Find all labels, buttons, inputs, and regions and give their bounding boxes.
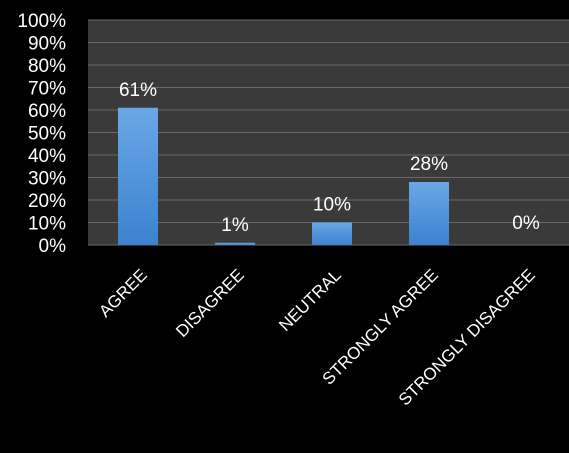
bar	[312, 222, 352, 245]
x-tick-label: DISAGREE	[172, 265, 248, 341]
data-label: 0%	[512, 213, 540, 234]
y-tick-label: 30%	[28, 169, 66, 190]
data-label: 10%	[313, 195, 351, 216]
y-tick-label: 40%	[28, 146, 66, 167]
x-tick-label: NEUTRAL	[275, 265, 345, 335]
y-tick-label: 60%	[28, 101, 66, 122]
y-tick-label: 0%	[39, 236, 67, 257]
y-tick-label: 70%	[28, 79, 66, 100]
data-labels: 61% 1% 10% 28% 0%	[119, 80, 540, 236]
y-tick-label: 90%	[28, 34, 66, 55]
bar	[215, 242, 255, 245]
y-axis-tick-labels: 0%10%20%30%40%50%60%70%80%90%100%	[17, 11, 66, 257]
y-tick-label: 10%	[28, 214, 66, 235]
y-tick-label: 100%	[17, 11, 66, 32]
x-tick-label: AGREE	[95, 265, 151, 321]
data-label: 28%	[410, 154, 448, 175]
bars	[118, 107, 449, 245]
y-tick-label: 50%	[28, 124, 66, 145]
bar	[409, 182, 449, 245]
y-tick-label: 80%	[28, 56, 66, 77]
y-tick-label: 20%	[28, 191, 66, 212]
data-label: 61%	[119, 80, 157, 101]
bar	[118, 107, 158, 245]
data-label: 1%	[221, 215, 249, 236]
